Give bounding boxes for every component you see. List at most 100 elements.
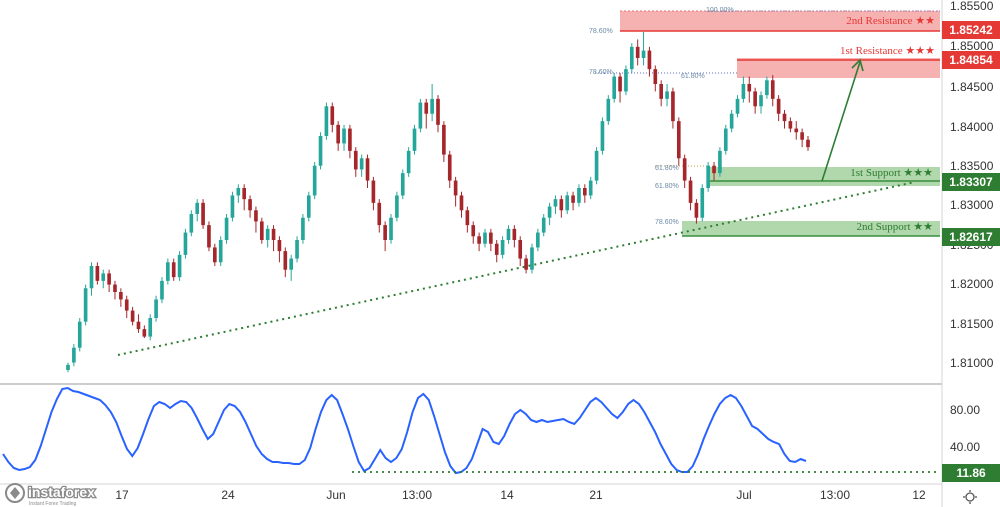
support-zone-2[interactable]: 2nd Support ★★: [682, 221, 940, 237]
candle-body: [377, 202, 382, 226]
candle-body: [265, 228, 270, 240]
candle-body: [471, 225, 476, 237]
resistance-zone-1[interactable]: 1st Resistance ★★★: [737, 45, 940, 78]
candle-body: [289, 258, 293, 270]
candle-body: [248, 199, 252, 211]
fib-label: 78.60%: [589, 28, 613, 35]
price-tag-r2: 1.85242: [942, 21, 1000, 39]
candle-body: [553, 199, 558, 207]
price-tick: 1.85000: [950, 39, 994, 53]
candle-body: [800, 132, 804, 140]
candle-body: [618, 76, 622, 92]
candle-body: [330, 106, 335, 125]
fib-label: 78.60%: [655, 219, 679, 226]
oscillator-level-tag: 11.86: [942, 464, 1000, 482]
svg-text:1.84854: 1.84854: [949, 53, 993, 67]
candle-body: [271, 228, 276, 240]
candle-body: [142, 329, 147, 337]
candle-body: [395, 195, 399, 218]
price-tag-r1: 1.84854: [942, 51, 1000, 69]
brand-tagline: Instant Forex Trading: [29, 501, 76, 507]
price-tick: 1.85500: [950, 0, 994, 13]
candle-body: [124, 299, 129, 311]
candle-body: [465, 210, 470, 226]
candle-body: [107, 273, 111, 285]
candle-body: [160, 280, 164, 300]
candle-body: [383, 225, 387, 240]
candle-body: [318, 136, 323, 166]
candle-body: [518, 240, 523, 259]
candle-body: [665, 91, 669, 99]
projection-arrow[interactable]: [821, 58, 864, 182]
candle-body: [224, 217, 229, 240]
candle-body: [430, 98, 434, 114]
candle-body: [635, 46, 640, 58]
candle-body: [242, 188, 247, 200]
gear-icon[interactable]: [963, 490, 977, 504]
candle-body: [477, 236, 481, 244]
candle-body: [119, 292, 123, 300]
price-tick: 1.84500: [950, 80, 994, 94]
candle-body: [324, 106, 329, 136]
candle-body: [154, 299, 158, 318]
candle-body: [365, 158, 370, 181]
candle-body: [183, 232, 188, 255]
candle-body: [218, 240, 223, 263]
candle-body: [436, 98, 440, 125]
candle-body: [171, 262, 176, 278]
candle-body: [765, 80, 769, 96]
candle-body: [301, 217, 305, 240]
candle-body: [277, 240, 282, 252]
candle-body: [459, 195, 464, 211]
resistance-2-label: 2nd Resistance ★★: [846, 15, 935, 27]
candle-body: [612, 76, 617, 99]
candlestick-series: [66, 32, 810, 373]
candle-body: [259, 221, 264, 240]
fib-label: 61.80%: [681, 73, 705, 80]
candle-body: [729, 113, 734, 129]
candle-body: [312, 165, 317, 196]
candle-body: [213, 247, 217, 263]
price-tag-s1: 1.83307: [942, 173, 1000, 191]
price-tick: 1.83000: [950, 198, 994, 212]
candle-body: [629, 46, 634, 70]
candle-body: [130, 310, 135, 322]
candle-body: [113, 284, 117, 292]
oscillator-line: [2, 386, 807, 475]
candle-body: [336, 124, 340, 144]
candle-body: [489, 232, 493, 244]
price-tick: 1.83500: [950, 159, 994, 173]
candle-body: [747, 84, 752, 92]
candle-body: [295, 240, 299, 259]
candle-body: [342, 128, 346, 144]
resistance-zone-2[interactable]: 2nd Resistance ★★: [620, 10, 940, 32]
candle-body: [148, 318, 153, 337]
time-tick: 14: [500, 488, 514, 502]
resistance-1-label: 1st Resistance ★★★: [840, 45, 935, 57]
candle-body: [95, 266, 100, 281]
time-tick: Jul: [736, 488, 751, 502]
svg-text:1.85242: 1.85242: [949, 23, 993, 37]
candle-body: [624, 69, 628, 92]
time-tick: 13:00: [402, 488, 432, 502]
fib-label: 100.00%: [706, 7, 734, 14]
svg-text:11.86: 11.86: [956, 466, 986, 480]
candle-body: [788, 121, 793, 129]
candle-body: [166, 262, 170, 281]
support-zone-1[interactable]: 1st Support ★★★: [710, 167, 940, 186]
candle-body: [741, 84, 746, 99]
fib-label: 78.60%: [589, 69, 613, 76]
candle-body: [577, 188, 581, 203]
candle-body: [447, 154, 452, 181]
candle-body: [283, 251, 288, 270]
candle-body: [770, 80, 775, 99]
candle-body: [524, 258, 528, 270]
candle-body: [653, 69, 658, 84]
candle-body: [89, 266, 94, 289]
trendline[interactable]: [117, 181, 916, 356]
oscillator-tick: 80.00: [950, 403, 980, 417]
candle-body: [583, 188, 587, 196]
support-2-label: 2nd Support ★★: [856, 221, 933, 233]
candle-body: [189, 214, 194, 233]
